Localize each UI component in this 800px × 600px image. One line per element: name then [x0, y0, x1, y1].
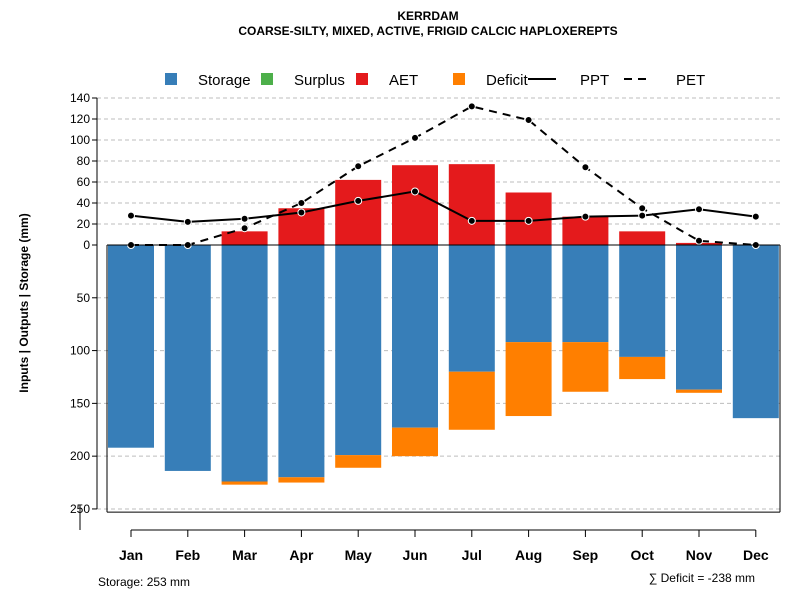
bar-storage-sep — [562, 245, 609, 343]
month-label-jul: Jul — [462, 547, 482, 563]
y-tick-label: 50 — [77, 291, 91, 305]
y-tick-label: 0 — [83, 238, 90, 252]
legend-swatch-surplus — [261, 73, 273, 85]
y-tick-label: 100 — [70, 133, 90, 147]
month-label-dec: Dec — [743, 547, 769, 563]
series-lines — [127, 102, 760, 249]
legend-label-pet: PET — [676, 72, 705, 89]
bar-aet-may — [335, 179, 382, 245]
ppt-point-dec — [751, 212, 760, 221]
y-tick-label: 60 — [77, 175, 91, 189]
bar-aet-jul — [448, 164, 495, 245]
bar-storage-feb — [164, 245, 211, 471]
month-label-feb: Feb — [175, 547, 200, 563]
bar-storage-aug — [505, 245, 552, 343]
legend-label-surplus: Surplus — [294, 72, 345, 89]
bar-aet-mar — [221, 231, 268, 245]
legend-label-ppt: PPT — [580, 72, 609, 89]
bar-deficit-aug — [505, 342, 552, 417]
ppt-point-aug — [524, 216, 533, 225]
month-label-nov: Nov — [686, 547, 713, 563]
pet-line — [131, 105, 756, 246]
ppt-point-oct — [638, 211, 647, 220]
ppt-point-mar — [240, 214, 249, 223]
gridlines — [97, 97, 780, 510]
y-axis-title: Inputs | Outputs | Storage (mm) — [17, 213, 31, 392]
bar-deficit-jul — [448, 371, 495, 430]
legend-label-storage: Storage — [198, 72, 251, 89]
month-label-apr: Apr — [289, 547, 314, 563]
bar-deficit-apr — [278, 477, 325, 483]
pet-point-oct — [638, 204, 647, 213]
bar-storage-apr — [278, 245, 325, 478]
bar-deficit-nov — [676, 389, 722, 393]
pet-point-mar — [240, 224, 249, 233]
pet-point-aug — [524, 116, 533, 125]
bar-storage-nov — [676, 245, 722, 390]
bar-storage-dec — [732, 245, 779, 419]
bar-deficit-sep — [562, 342, 609, 392]
ppt-point-sep — [581, 212, 590, 221]
y-tick-label: 120 — [70, 112, 90, 126]
ppt-point-feb — [183, 217, 192, 226]
y-tick-label: 40 — [77, 196, 91, 210]
ppt-point-may — [354, 196, 363, 205]
ppt-line — [130, 190, 756, 223]
chart-subtitle: COARSE-SILTY, MIXED, ACTIVE, FRIGID CALC… — [238, 24, 617, 38]
y-tick-label: 150 — [70, 396, 90, 410]
bar-storage-oct — [619, 245, 666, 357]
bar-storage-jan — [108, 245, 154, 448]
bar-storage-jun — [392, 245, 438, 428]
bar-storage-may — [335, 245, 382, 456]
y-tick-label: 20 — [77, 217, 91, 231]
bar-aet-oct — [619, 231, 666, 245]
bar-aet-sep — [562, 216, 609, 245]
pet-point-jul — [467, 102, 476, 111]
pet-point-jun — [411, 133, 419, 142]
legend-label-aet: AET — [389, 72, 418, 89]
ppt-point-jun — [411, 187, 419, 196]
pet-point-may — [354, 162, 363, 171]
bar-deficit-oct — [619, 356, 666, 380]
pet-point-nov — [695, 236, 703, 245]
month-label-jun: Jun — [403, 547, 428, 563]
ppt-point-jan — [127, 211, 135, 220]
bar-deficit-mar — [221, 481, 268, 485]
legend: Storage Surplus AET Deficit PPT PET — [165, 72, 705, 89]
legend-swatch-storage — [165, 73, 177, 85]
legend-swatch-deficit — [453, 73, 465, 85]
bar-deficit-jun — [392, 427, 438, 457]
pet-point-sep — [581, 163, 590, 172]
ppt-point-jul — [467, 216, 476, 225]
ppt-point-apr — [297, 208, 306, 217]
y-tick-label: 140 — [70, 91, 90, 105]
month-label-oct: Oct — [631, 547, 655, 563]
footer-deficit: ∑ Deficit = -238 mm — [649, 571, 755, 585]
month-label-aug: Aug — [515, 547, 542, 563]
chart-title: KERRDAM — [397, 9, 458, 23]
legend-swatch-aet — [356, 73, 368, 85]
bar-aet-jun — [392, 165, 438, 245]
bar-storage-mar — [221, 245, 268, 482]
y-tick-label: 100 — [70, 344, 90, 358]
month-label-mar: Mar — [232, 547, 257, 563]
month-label-may: May — [345, 547, 372, 563]
legend-label-deficit: Deficit — [486, 72, 529, 89]
bar-deficit-may — [335, 455, 382, 468]
bars — [108, 164, 779, 485]
y-tick-label: 80 — [77, 154, 91, 168]
bar-storage-jul — [448, 245, 495, 372]
month-label-jan: Jan — [119, 547, 143, 563]
footer-storage: Storage: 253 mm — [98, 575, 190, 589]
pet-point-apr — [297, 199, 306, 207]
y-tick-label: 200 — [70, 449, 90, 463]
month-label-sep: Sep — [573, 547, 599, 563]
ppt-point-nov — [695, 205, 703, 214]
